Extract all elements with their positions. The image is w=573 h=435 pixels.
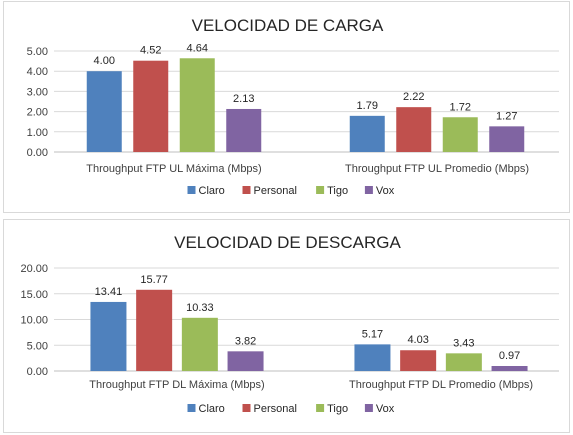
- bar-claro: [90, 301, 127, 371]
- data-label: 5.17: [362, 328, 383, 340]
- category-label: Throughput FTP DL Máxima (Mbps): [89, 379, 264, 391]
- data-label: 3.43: [453, 337, 474, 349]
- chart-title: VELOCIDAD DE CARGA: [192, 16, 384, 35]
- data-label: 4.52: [140, 45, 161, 57]
- data-label: 2.13: [233, 93, 254, 105]
- upload-speed-chart-svg: VELOCIDAD DE CARGA 0.00 1.00 2.00 3.00 4.00 5.…: [27, 16, 559, 197]
- legend-swatch-tigo: [316, 186, 325, 194]
- y-tick-label: 20.00: [20, 263, 48, 275]
- bar-tigo: [179, 58, 215, 152]
- data-label: 3.82: [235, 335, 256, 347]
- chart-title: VELOCIDAD DE DESCARGA: [174, 233, 401, 252]
- bar-personal: [396, 107, 432, 152]
- y-tick-label: 10.00: [20, 315, 48, 327]
- data-label: 1.27: [496, 110, 517, 122]
- legend-swatch-tigo: [316, 404, 325, 412]
- data-label: 4.00: [94, 55, 115, 67]
- legend-label-personal: Personal: [254, 185, 297, 197]
- category-label: Throughput FTP UL Máxima (Mbps): [86, 163, 261, 175]
- legend-label-vox: Vox: [376, 403, 395, 415]
- download-speed-chart: VELOCIDAD DE DESCARGA 0.00 5.00 10.00 15.00 2…: [3, 219, 570, 433]
- bar-vox: [489, 126, 525, 152]
- data-label: 13.41: [95, 286, 123, 298]
- bar-claro: [354, 344, 391, 371]
- bar-vox: [226, 108, 262, 152]
- data-label: 10.33: [186, 302, 214, 314]
- category-label: Throughput FTP DL Promedio (Mbps): [349, 379, 533, 391]
- y-tick-label: 2.00: [27, 107, 48, 119]
- legend-label-claro: Claro: [199, 185, 225, 197]
- data-label: 4.03: [407, 334, 428, 346]
- legend-label-tigo: Tigo: [327, 185, 348, 197]
- bar-claro: [86, 71, 122, 152]
- data-label: 0.97: [499, 350, 520, 362]
- legend-label-personal: Personal: [254, 403, 297, 415]
- legend-swatch-claro: [187, 186, 196, 194]
- data-label: 15.77: [140, 274, 168, 286]
- bar-personal: [136, 289, 173, 371]
- y-tick-label: 3.00: [27, 86, 48, 98]
- legend-swatch-vox: [364, 404, 373, 412]
- legend-label-vox: Vox: [376, 185, 395, 197]
- data-label: 1.79: [357, 100, 378, 112]
- bar-personal: [400, 350, 437, 371]
- data-label: 4.64: [187, 42, 208, 54]
- download-speed-chart-svg: VELOCIDAD DE DESCARGA 0.00 5.00 10.00 15.00 2…: [20, 233, 559, 415]
- y-tick-label: 5.00: [27, 340, 48, 352]
- legend-label-tigo: Tigo: [327, 403, 348, 415]
- y-tick-label: 15.00: [20, 289, 48, 301]
- y-tick-label: 1.00: [27, 127, 48, 139]
- y-tick-label: 0.00: [27, 366, 48, 378]
- upload-speed-chart: VELOCIDAD DE CARGA 0.00 1.00 2.00 3.00 4.00 5.…: [3, 1, 570, 213]
- legend-label-claro: Claro: [199, 403, 225, 415]
- bar-vox: [227, 351, 264, 371]
- legend-swatch-personal: [242, 404, 251, 412]
- legend-swatch-claro: [187, 404, 196, 412]
- data-label: 1.72: [450, 101, 471, 113]
- legend-swatch-vox: [364, 186, 373, 194]
- y-tick-label: 5.00: [27, 46, 48, 58]
- y-tick-label: 4.00: [27, 66, 48, 78]
- y-tick-label: 0.00: [27, 147, 48, 159]
- bar-vox: [491, 366, 528, 371]
- legend-swatch-personal: [242, 186, 251, 194]
- bar-tigo: [181, 317, 218, 371]
- category-label: Throughput FTP UL Promedio (Mbps): [345, 163, 529, 175]
- data-label: 2.22: [403, 91, 424, 103]
- bar-tigo: [442, 117, 478, 152]
- bar-tigo: [445, 353, 482, 371]
- bar-claro: [349, 115, 385, 152]
- bar-personal: [133, 60, 169, 152]
